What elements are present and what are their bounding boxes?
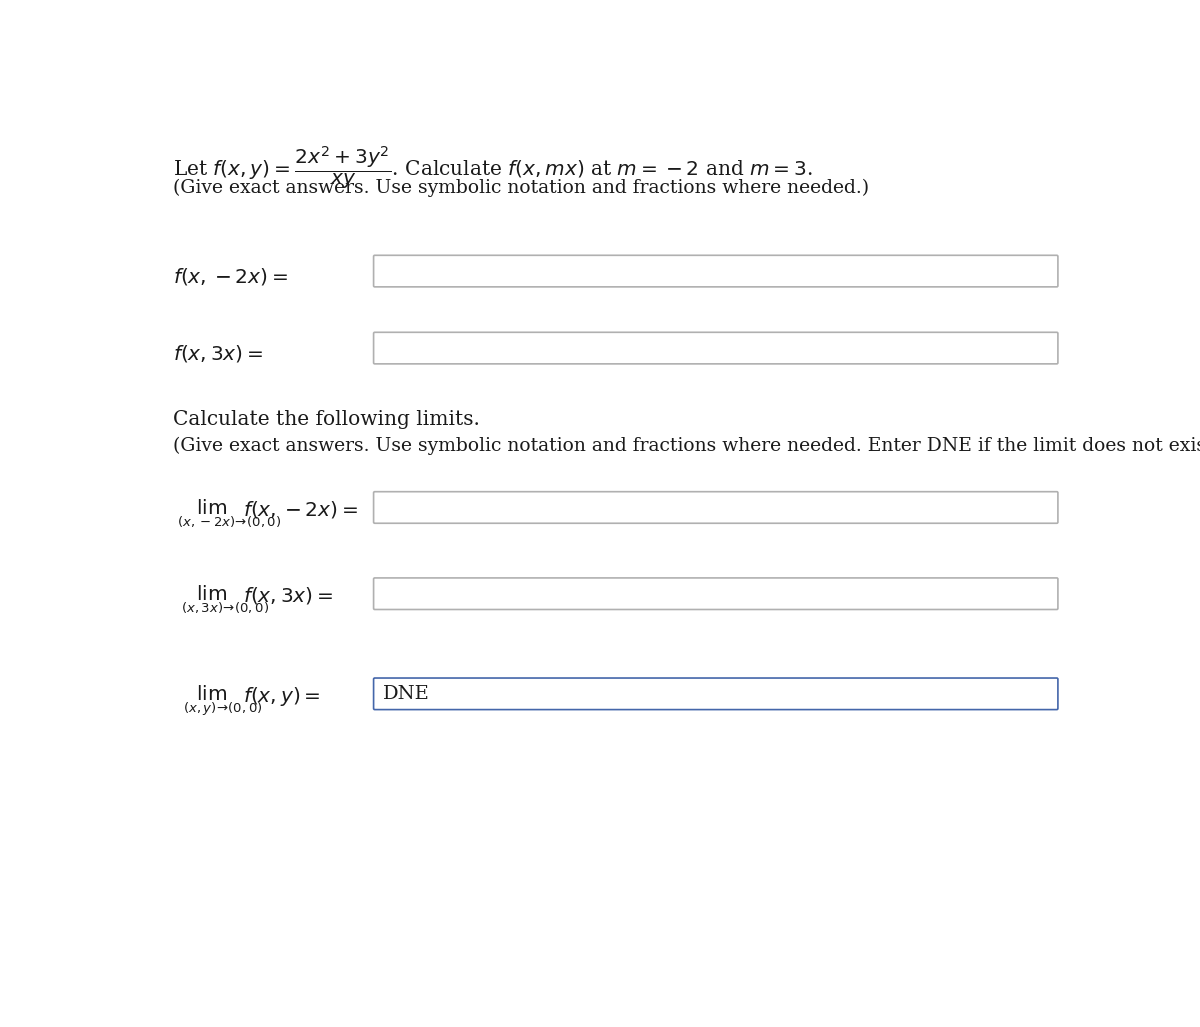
Text: $f(x, 3x) =$: $f(x, 3x) =$ [242,585,334,606]
Text: $(x,y)\!\to\!(0,0)$: $(x,y)\!\to\!(0,0)$ [182,700,262,717]
Text: $\lim$: $\lim$ [197,685,228,705]
Text: $f(x, 3x) =$: $f(x, 3x) =$ [173,343,264,364]
Text: $f(x, -2x) =$: $f(x, -2x) =$ [173,266,288,287]
Text: (Give exact answers. Use symbolic notation and fractions where needed. Enter DNE: (Give exact answers. Use symbolic notati… [173,436,1200,455]
Text: $\lim$: $\lim$ [197,499,228,518]
Text: $f(x, -2x) =$: $f(x, -2x) =$ [242,499,358,520]
FancyBboxPatch shape [373,578,1058,609]
Text: $(x,-2x)\!\to\!(0,0)$: $(x,-2x)\!\to\!(0,0)$ [178,514,282,529]
Text: $f(x, y) =$: $f(x, y) =$ [242,685,320,709]
Text: $\lim$: $\lim$ [197,585,228,604]
FancyBboxPatch shape [373,256,1058,287]
Text: (Give exact answers. Use symbolic notation and fractions where needed.): (Give exact answers. Use symbolic notati… [173,179,869,197]
Text: DNE: DNE [383,685,430,702]
Text: Calculate the following limits.: Calculate the following limits. [173,411,480,429]
Text: $(x,3x)\!\to\!(0,0)$: $(x,3x)\!\to\!(0,0)$ [181,600,269,615]
FancyBboxPatch shape [373,678,1058,710]
Text: Let $f(x, y) = \dfrac{2x^2 + 3y^2}{xy}$. Calculate $f(x, mx)$ at $m = -2$ and $m: Let $f(x, y) = \dfrac{2x^2 + 3y^2}{xy}$.… [173,145,814,192]
FancyBboxPatch shape [373,492,1058,523]
FancyBboxPatch shape [373,333,1058,364]
